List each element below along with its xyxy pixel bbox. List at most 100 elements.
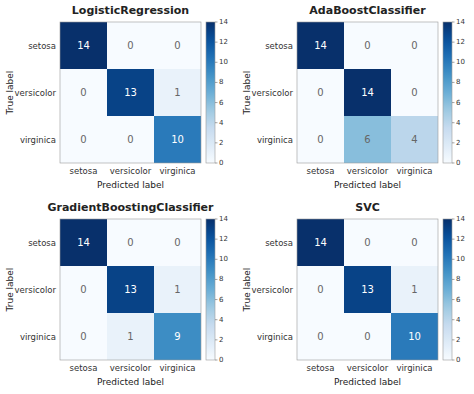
colorbar-tick-label: 12 xyxy=(219,38,228,46)
colorbar-tick-label: 14 xyxy=(456,215,465,223)
colorbar-tick-label: 10 xyxy=(456,255,465,263)
cell-label: 6 xyxy=(364,134,370,145)
colorbar-tick xyxy=(452,319,455,320)
colorbar-tick-label: 8 xyxy=(456,275,460,283)
x-tick-label: versicolor xyxy=(110,363,152,373)
colorbar-tick xyxy=(215,339,218,340)
y-tick-label: versicolor xyxy=(252,285,294,295)
colorbar xyxy=(206,22,215,163)
y-tick-label: setosa xyxy=(28,238,56,248)
plot-frame xyxy=(60,219,201,360)
cells xyxy=(297,219,438,360)
x-tick-label: virginica xyxy=(159,363,195,373)
colorbar-tick xyxy=(452,82,455,83)
cell-label: 1 xyxy=(174,284,180,295)
x-tick-label: setosa xyxy=(307,363,335,373)
cells xyxy=(60,219,201,360)
panel: SVC140001310010setosaversicolorvirginica… xyxy=(242,201,465,387)
colorbar-tick-label: 6 xyxy=(456,99,461,107)
cell-label: 0 xyxy=(127,237,133,248)
cell xyxy=(344,116,391,163)
plot-frame xyxy=(60,22,201,163)
colorbar-tick xyxy=(215,319,218,320)
colorbar-tick-label: 14 xyxy=(219,18,228,26)
colorbar-tick-label: 8 xyxy=(456,78,460,86)
cell-label: 0 xyxy=(364,40,370,51)
y-axis-label: True label xyxy=(5,268,15,313)
cell xyxy=(391,313,438,360)
colorbar-tick-label: 14 xyxy=(219,215,228,223)
y-tick-label: virginica xyxy=(20,332,56,342)
cell xyxy=(297,22,344,69)
cell-label: 0 xyxy=(317,284,323,295)
colorbar-tick-label: 6 xyxy=(456,296,461,304)
colorbar xyxy=(443,22,452,163)
title: SVC xyxy=(355,201,380,214)
colorbar-tick-label: 0 xyxy=(456,356,460,364)
cell xyxy=(391,116,438,163)
colorbar-tick xyxy=(215,42,218,43)
y-tick-label: setosa xyxy=(28,41,56,51)
cell-label: 0 xyxy=(317,87,323,98)
cell xyxy=(154,116,201,163)
colorbar-tick xyxy=(215,219,218,220)
cell xyxy=(107,313,154,360)
colorbar-tick-label: 8 xyxy=(219,275,223,283)
cell xyxy=(391,22,438,69)
cell xyxy=(107,266,154,313)
title: GradientBoostingClassifier xyxy=(47,201,214,214)
y-axis-label: True label xyxy=(242,71,252,116)
colorbar-tick xyxy=(215,239,218,240)
x-tick-label: virginica xyxy=(159,166,195,176)
cell-label: 14 xyxy=(314,40,327,51)
y-tick-label: setosa xyxy=(265,238,293,248)
x-axis-label: Predicted label xyxy=(334,377,401,387)
colorbar-tick xyxy=(452,22,455,23)
cells xyxy=(60,22,201,163)
y-axis-label: True label xyxy=(5,71,15,116)
cell-label: 14 xyxy=(361,87,374,98)
colorbar-tick-label: 2 xyxy=(219,336,223,344)
cell-label: 0 xyxy=(411,40,417,51)
colorbar-tick-label: 2 xyxy=(456,336,460,344)
colorbar-tick xyxy=(452,299,455,300)
cell xyxy=(60,313,107,360)
colorbar-tick-label: 4 xyxy=(456,316,461,324)
cell-label: 0 xyxy=(127,134,133,145)
colorbar-tick xyxy=(452,62,455,63)
colorbar-tick xyxy=(452,142,455,143)
colorbar-tick-label: 6 xyxy=(219,296,224,304)
cell xyxy=(391,69,438,116)
cell xyxy=(107,219,154,266)
colorbar-tick-label: 10 xyxy=(456,58,465,66)
cell-label: 1 xyxy=(127,331,133,342)
y-tick-label: setosa xyxy=(265,41,293,51)
colorbar-tick xyxy=(452,279,455,280)
cell xyxy=(344,69,391,116)
x-tick-label: virginica xyxy=(396,363,432,373)
x-axis-label: Predicted label xyxy=(97,377,164,387)
colorbar-tick xyxy=(452,339,455,340)
cell xyxy=(60,116,107,163)
cell xyxy=(344,22,391,69)
colorbar-tick-label: 12 xyxy=(219,235,228,243)
colorbar-tick-label: 4 xyxy=(456,119,461,127)
cell xyxy=(60,266,107,313)
cell xyxy=(391,266,438,313)
cell-label: 10 xyxy=(171,134,184,145)
cell-label: 1 xyxy=(174,87,180,98)
colorbar-tick xyxy=(215,299,218,300)
cell xyxy=(154,313,201,360)
x-tick-label: virginica xyxy=(396,166,432,176)
panel: LogisticRegression140001310010setosavers… xyxy=(5,4,228,190)
colorbar-tick xyxy=(452,122,455,123)
cell xyxy=(154,22,201,69)
cell-label: 0 xyxy=(80,134,86,145)
colorbar-tick-label: 4 xyxy=(219,119,224,127)
y-axis-label: True label xyxy=(242,268,252,313)
cell xyxy=(297,116,344,163)
cell xyxy=(154,69,201,116)
cell xyxy=(344,266,391,313)
cell-label: 14 xyxy=(77,237,90,248)
figure: LogisticRegression140001310010setosavers… xyxy=(0,0,474,394)
